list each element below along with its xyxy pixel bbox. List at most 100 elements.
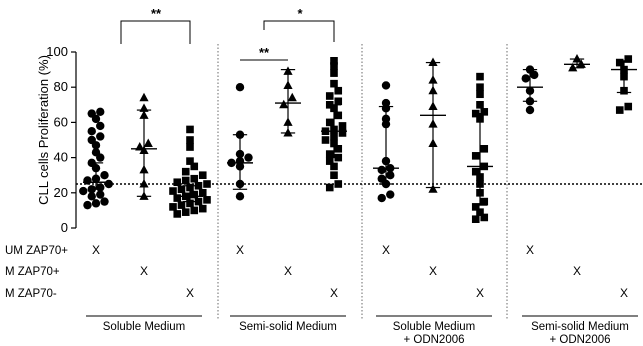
y-axis: 0 20 40 60 80 100 <box>46 44 77 235</box>
y-tick-label: 80 <box>54 79 68 94</box>
square-point <box>173 194 182 202</box>
square-point <box>186 136 194 144</box>
row-label: M ZAP70- <box>5 288 57 300</box>
square-point <box>334 97 343 106</box>
group-sublabel: + ODN2006 <box>403 334 464 346</box>
circle-point <box>377 193 386 203</box>
sig-bracket <box>120 20 191 44</box>
triangle-point <box>572 54 582 63</box>
square-point <box>181 176 190 185</box>
circle-point <box>235 192 245 201</box>
square-point <box>198 189 207 197</box>
triangle-point <box>428 57 438 67</box>
triangle-point <box>576 59 586 68</box>
triangle-point <box>568 62 578 72</box>
significance-brackets: ** *** <box>120 6 335 61</box>
condition-mark: X <box>526 243 534 257</box>
group-label: Soluble Medium <box>103 321 185 333</box>
square-point <box>181 208 190 216</box>
group-label: Semi-solid Medium <box>239 321 337 333</box>
triangle-point <box>428 184 438 193</box>
square-point <box>471 215 480 223</box>
circle-point <box>96 190 105 199</box>
circle-point <box>83 176 92 185</box>
circle-point <box>525 105 535 115</box>
square-point <box>480 108 489 116</box>
square-point <box>330 69 338 77</box>
circle-point <box>83 200 92 210</box>
square-point <box>190 206 199 215</box>
square-point <box>330 79 338 88</box>
square-point <box>190 190 199 199</box>
square-point <box>476 208 484 216</box>
condition-mark: X <box>284 264 292 278</box>
square-point <box>198 171 207 179</box>
y-tick-label: 100 <box>46 44 68 59</box>
square-point <box>480 197 489 206</box>
square-point <box>194 181 203 190</box>
square-point <box>480 145 489 153</box>
y-tick-label: 20 <box>54 185 68 200</box>
circle-point <box>104 179 113 189</box>
sig-label: ** <box>259 45 270 60</box>
condition-mark: X <box>620 286 628 300</box>
triangle-point <box>279 99 289 109</box>
square-point <box>330 57 338 65</box>
group-separators <box>76 44 643 320</box>
square-point <box>190 162 199 171</box>
square-point <box>338 129 347 137</box>
circle-point <box>87 127 96 136</box>
square-point <box>177 185 186 194</box>
square-point <box>186 157 194 165</box>
circle-point <box>100 171 109 180</box>
row-label: UM ZAP70+ <box>5 245 68 257</box>
square-point <box>334 111 343 120</box>
square-point <box>338 122 347 130</box>
square-point <box>203 196 211 204</box>
group-label: Soluble Medium <box>393 321 475 333</box>
circle-point <box>96 107 105 117</box>
condition-mark: X <box>236 243 244 257</box>
condition-mark: X <box>140 264 148 278</box>
sig-label: ** <box>151 6 162 21</box>
square-point <box>325 157 334 165</box>
group-labels: Soluble Medium Semi-solid Medium Soluble M… <box>86 315 638 346</box>
square-point <box>334 86 343 95</box>
condition-mark: X <box>382 243 390 257</box>
square-point <box>615 58 624 67</box>
square-point <box>476 101 484 109</box>
square-point <box>169 203 177 211</box>
square-point <box>173 210 182 218</box>
circle-point <box>521 74 530 83</box>
condition-mark: X <box>476 286 484 300</box>
square-point <box>615 106 624 114</box>
square-point <box>181 167 190 176</box>
circle-point <box>79 186 88 196</box>
triangle-point <box>143 138 153 148</box>
circle-point <box>91 141 101 150</box>
circle-point <box>91 114 101 124</box>
square-point <box>325 92 334 100</box>
square-point <box>186 199 194 208</box>
circle-point <box>386 171 395 180</box>
circle-point <box>386 190 395 199</box>
y-tick-label: 0 <box>61 220 68 235</box>
condition-table: UM ZAP70+ X X X X M ZAP70+ X X X X M ZAP70- X X X X <box>5 243 628 300</box>
square-point <box>203 180 211 188</box>
square-point <box>325 118 334 127</box>
square-point <box>325 150 334 158</box>
square-point <box>186 143 194 151</box>
square-point <box>194 197 203 206</box>
condition-mark: X <box>92 243 100 257</box>
circle-point <box>96 132 105 141</box>
square-point <box>476 83 484 91</box>
circle-point <box>377 165 386 175</box>
circle-point <box>96 121 105 131</box>
triangle-point <box>287 92 297 102</box>
sig-bracket-hidden <box>121 30 190 44</box>
square-point <box>330 171 338 179</box>
square-point <box>173 178 182 187</box>
condition-mark: X <box>186 286 194 300</box>
square-point <box>334 180 343 188</box>
